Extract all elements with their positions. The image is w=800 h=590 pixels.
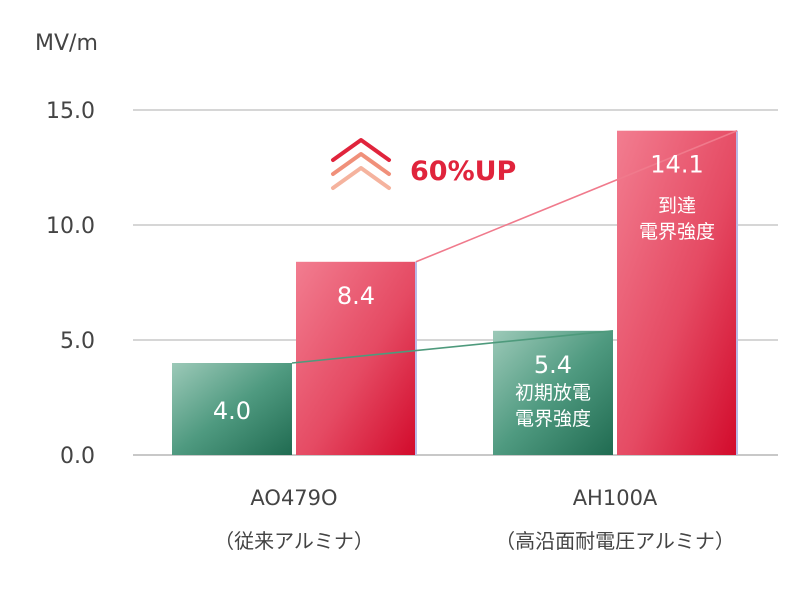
y-tick-label: 10.0 [46, 214, 95, 239]
y-tick-label: 15.0 [46, 99, 95, 124]
bar [296, 261, 416, 455]
connector-lines [291, 129, 738, 364]
value-label: 14.1 [650, 151, 703, 179]
value-labels: 4.0 8.4 5.4 14.1 [213, 151, 704, 425]
y-tick-labels: 0.0 5.0 10.0 15.0 [46, 99, 95, 469]
connector-line [415, 129, 738, 263]
value-label: 4.0 [213, 397, 251, 425]
x-tick-label: AO479O [250, 486, 337, 510]
bar [493, 330, 613, 455]
value-label: 5.4 [534, 351, 572, 379]
bar [172, 363, 292, 455]
x-tick-sublabel: （高沿面耐電圧アルミナ） [495, 529, 735, 553]
y-axis-label: MV/m [35, 31, 98, 56]
y-tick-label: 0.0 [60, 444, 95, 469]
bar-caption: 到達 [658, 195, 696, 217]
connector-line [291, 330, 614, 364]
bar [617, 130, 737, 455]
y-tick-label: 5.0 [60, 329, 95, 354]
bars [172, 130, 738, 455]
value-label: 8.4 [337, 282, 375, 310]
x-tick-labels: AO479O （従来アルミナ） AH100A （高沿面耐電圧アルミナ） [214, 486, 735, 553]
bar-caption: 電界強度 [515, 408, 591, 430]
x-tick-label: AH100A [573, 486, 658, 510]
improvement-annotation: 60%UP [410, 156, 516, 187]
up-arrow-icon [331, 138, 391, 190]
x-tick-sublabel: （従来アルミナ） [214, 529, 374, 553]
bar-caption: 電界強度 [639, 221, 715, 243]
bar-caption: 初期放電 [515, 382, 591, 404]
